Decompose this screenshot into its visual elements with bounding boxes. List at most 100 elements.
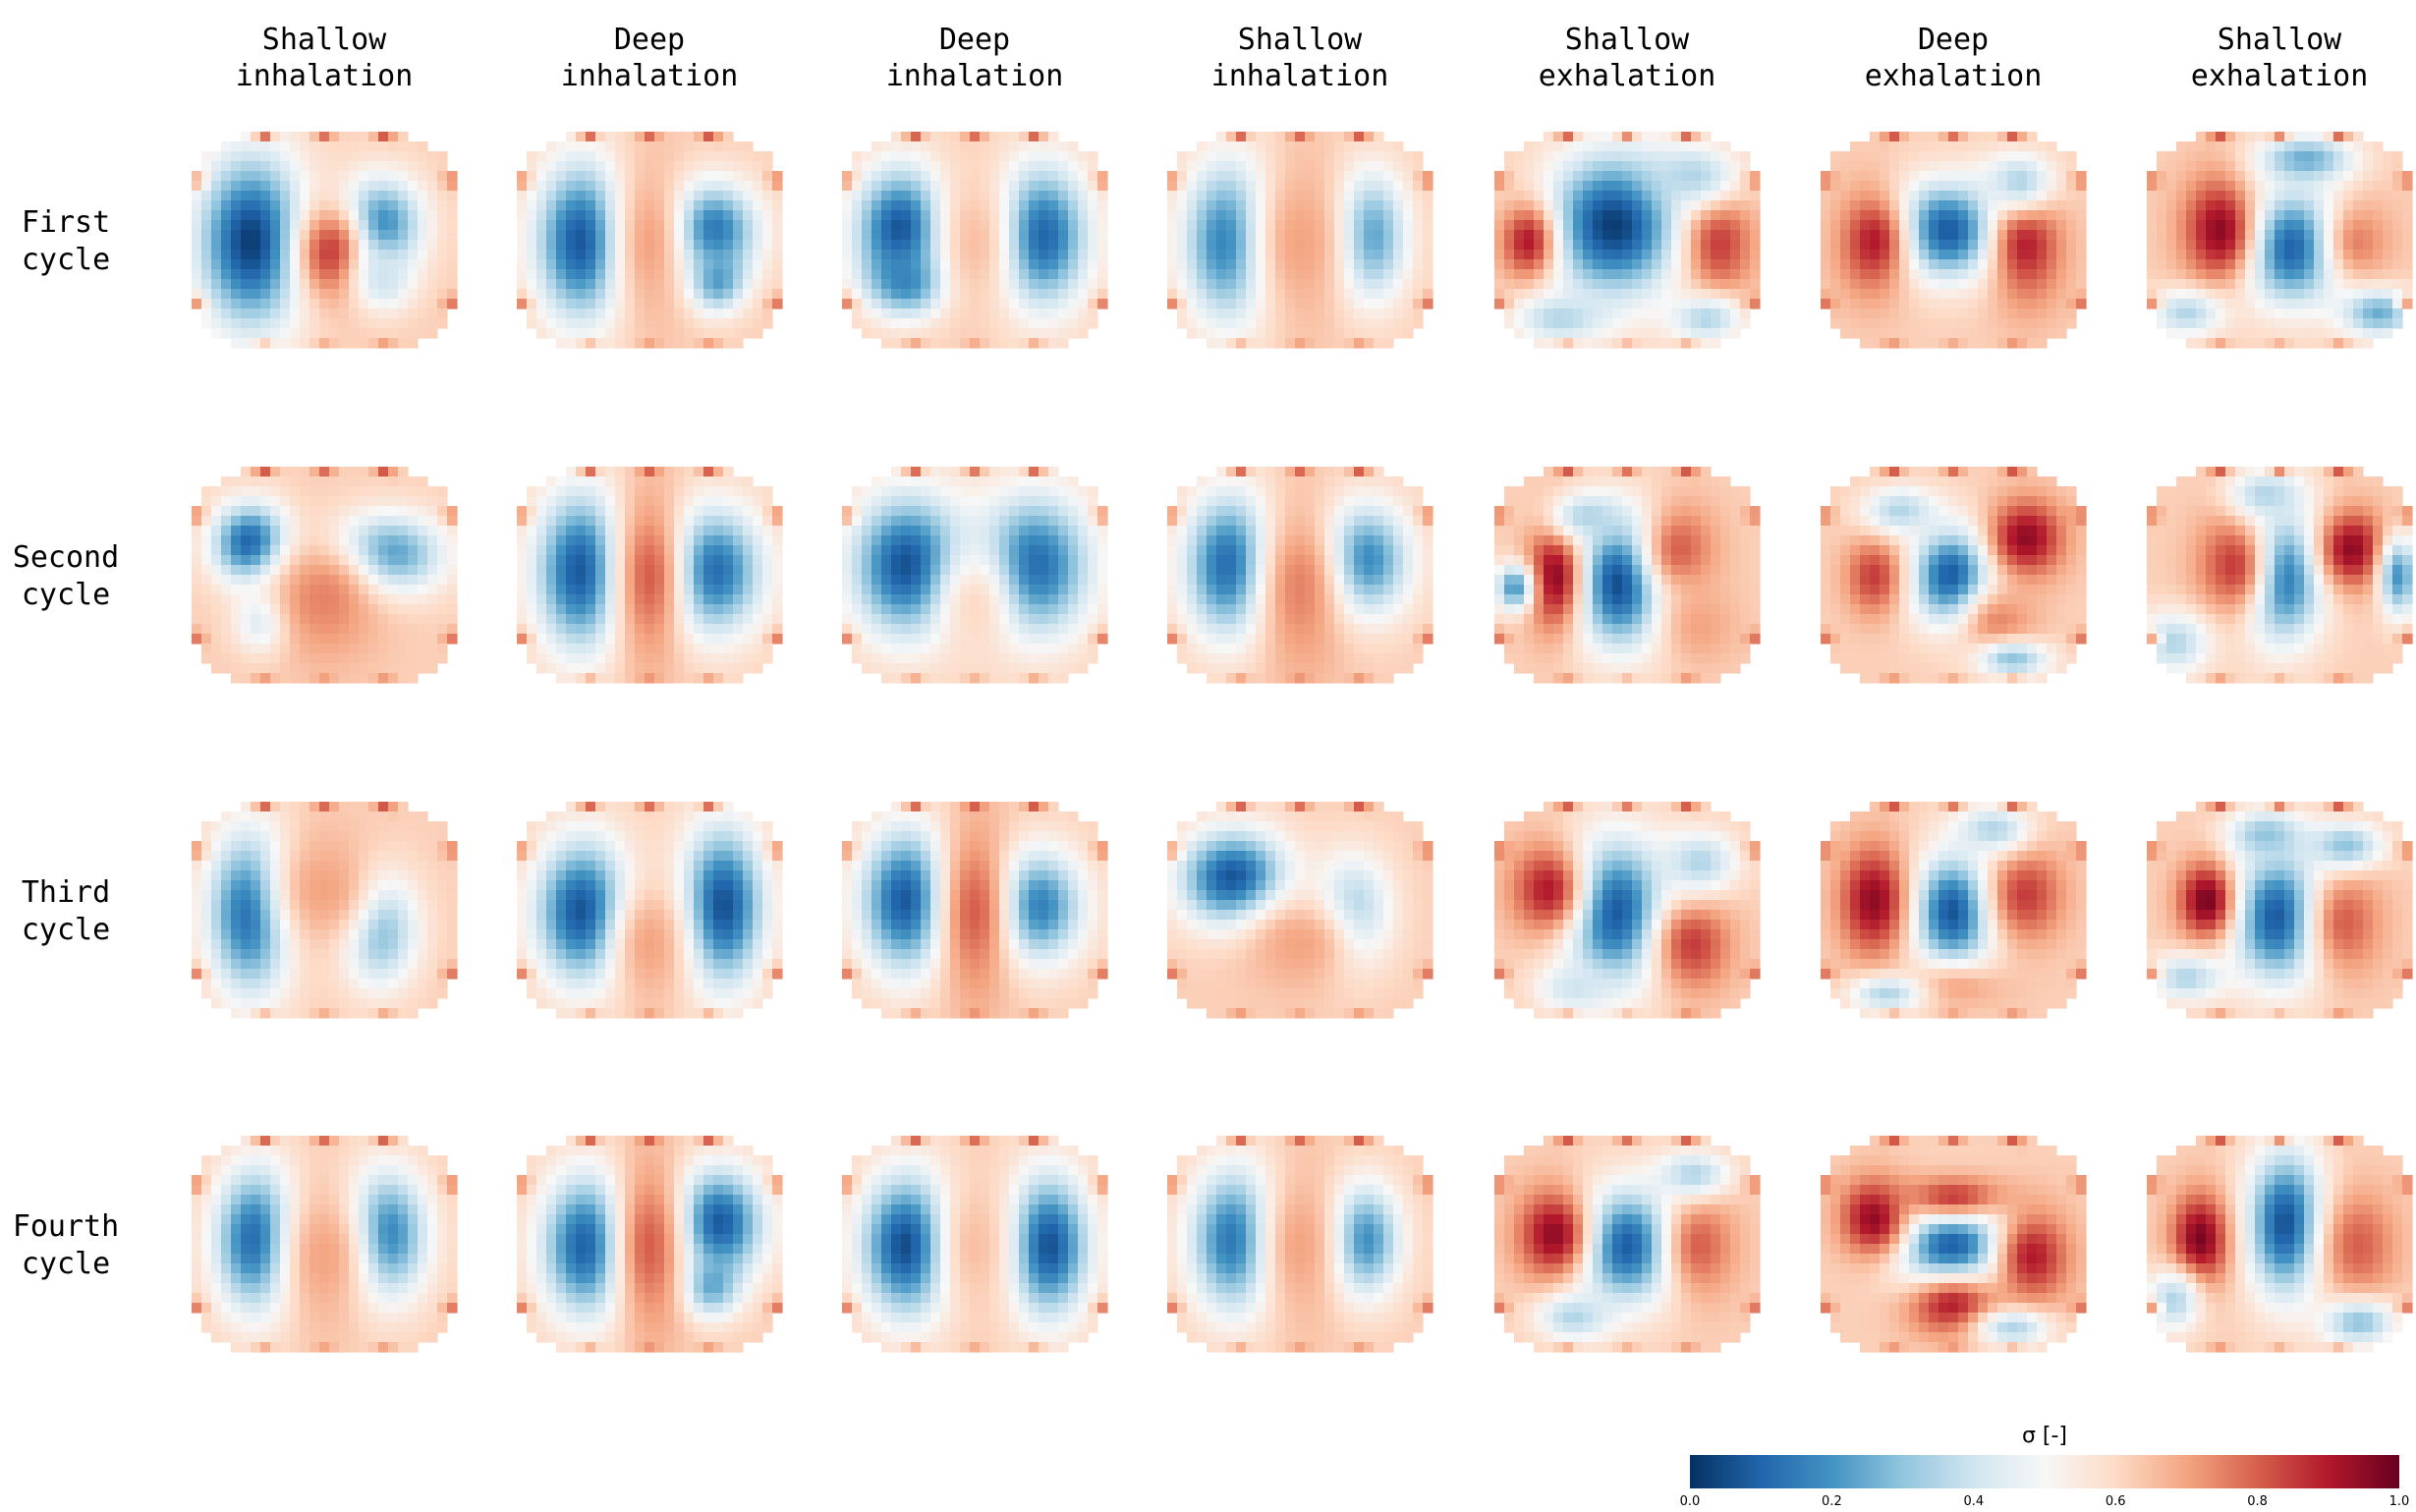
conductivity-cell	[2017, 151, 2028, 162]
conductivity-cell	[901, 338, 912, 349]
conductivity-cell	[349, 132, 360, 142]
conductivity-cell	[251, 220, 261, 231]
conductivity-cell	[2363, 308, 2374, 319]
conductivity-cell	[2186, 308, 2197, 319]
conductivity-cell	[1514, 250, 1525, 260]
conductivity-cell	[1167, 240, 1178, 251]
conductivity-cell	[1889, 171, 1900, 182]
conductivity-cell	[1978, 279, 1989, 290]
conductivity-cell	[881, 161, 892, 172]
conductivity-cell	[2147, 200, 2158, 211]
conductivity-cell	[359, 250, 369, 260]
conductivity-cell	[1681, 161, 1692, 172]
conductivity-cell	[1652, 338, 1662, 349]
conductivity-cell	[270, 200, 281, 211]
conductivity-cell	[437, 161, 448, 172]
conductivity-cell	[2392, 269, 2403, 280]
conductivity-cell	[1968, 240, 1979, 251]
conductivity-cell	[1275, 151, 1286, 162]
conductivity-cell	[2007, 141, 2018, 152]
conductivity-cell	[1524, 161, 1535, 172]
conductivity-cell	[684, 210, 695, 221]
conductivity-cell	[260, 279, 271, 290]
conductivity-cell	[398, 328, 409, 339]
conductivity-cell	[2333, 299, 2344, 309]
conductivity-cell	[1997, 181, 2008, 192]
conductivity-cell	[1583, 318, 1594, 329]
conductivity-cell	[556, 308, 567, 319]
conductivity-cell	[921, 318, 931, 329]
conductivity-cell	[329, 644, 340, 654]
conductivity-cell	[1216, 279, 1227, 290]
conductivity-cell	[703, 220, 714, 231]
conductivity-cell	[1563, 328, 1574, 339]
conductivity-cell	[2186, 200, 2197, 211]
conductivity-cell	[2166, 318, 2177, 329]
conductivity-cell	[2206, 132, 2217, 142]
conductivity-cell	[645, 161, 655, 172]
conductivity-cell	[260, 486, 271, 497]
conductivity-cell	[221, 250, 232, 260]
conductivity-cell	[1009, 161, 1020, 172]
conductivity-cell	[1236, 318, 1247, 329]
conductivity-cell	[2324, 279, 2334, 290]
conductivity-cell	[270, 220, 281, 231]
conductivity-cell	[1642, 220, 1653, 231]
conductivity-cell	[645, 181, 655, 192]
conductivity-cell	[586, 594, 596, 605]
conductivity-cell	[1889, 328, 1900, 339]
conductivity-cell	[300, 230, 310, 241]
conductivity-cell	[2373, 141, 2384, 152]
conductivity-cell	[221, 171, 232, 182]
conductivity-cell	[1652, 269, 1662, 280]
conductivity-cell	[762, 289, 773, 300]
conductivity-cell	[1364, 220, 1375, 231]
conductivity-cell	[1919, 289, 1930, 300]
conductivity-cell	[703, 132, 714, 142]
conductivity-cell	[586, 269, 596, 280]
conductivity-cell	[309, 644, 320, 654]
conductivity-cell	[339, 644, 350, 654]
conductivity-cell	[1701, 161, 1712, 172]
conductivity-cell	[1029, 161, 1039, 172]
conductivity-cell	[1177, 299, 1188, 309]
conductivity-cell	[615, 328, 626, 339]
conductivity-cell	[546, 220, 557, 231]
conductivity-cell	[664, 604, 675, 615]
conductivity-cell	[359, 308, 369, 319]
conductivity-cell	[309, 230, 320, 241]
conductivity-cell	[694, 151, 704, 162]
conductivity-cell	[2007, 250, 2018, 260]
conductivity-cell	[635, 220, 646, 231]
conductivity-cell	[1968, 289, 1979, 300]
conductivity-cell	[211, 289, 222, 300]
conductivity-cell	[1553, 220, 1564, 231]
conductivity-cell	[192, 634, 202, 644]
conductivity-cell	[2314, 191, 2325, 201]
conductivity-cell	[349, 555, 360, 566]
conductivity-cell	[1315, 328, 1325, 339]
conductivity-cell	[1364, 161, 1375, 172]
conductivity-cell	[280, 585, 291, 595]
conductivity-cell	[1850, 289, 1861, 300]
conductivity-cell	[762, 259, 773, 270]
conductivity-cell	[192, 545, 202, 556]
conductivity-cell	[2392, 151, 2403, 162]
conductivity-cell	[241, 141, 252, 152]
conductivity-cell	[901, 318, 912, 329]
conductivity-cell	[901, 240, 912, 251]
conductivity-cell	[241, 299, 252, 309]
conductivity-cell	[329, 279, 340, 290]
conductivity-cell	[576, 230, 587, 241]
conductivity-cell	[1048, 220, 1059, 231]
conductivity-cell	[1534, 220, 1545, 231]
conductivity-cell	[753, 614, 763, 625]
conductivity-cell	[1889, 338, 1900, 349]
conductivity-cell	[684, 604, 695, 615]
conductivity-cell	[970, 181, 981, 192]
conductivity-cell	[940, 191, 951, 201]
conductivity-cell	[201, 585, 212, 595]
conductivity-cell	[1305, 161, 1316, 172]
conductivity-cell	[319, 624, 330, 635]
conductivity-cell	[2076, 171, 2087, 182]
